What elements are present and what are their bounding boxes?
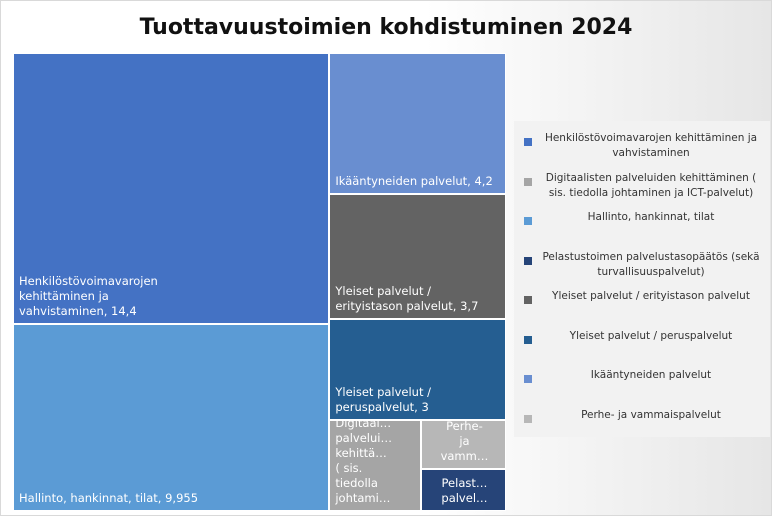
legend-item: Henkilöstövoimavarojen kehittäminen ja v… xyxy=(524,131,764,161)
tile: Hallinto, hankinnat, tilat, 9,955 xyxy=(13,323,330,511)
tile-label-line: vahvistaminen, 14,4 xyxy=(19,303,137,318)
legend-item: Yleiset palvelut / peruspalvelut xyxy=(524,329,764,344)
legend-label: Henkilöstövoimavarojen kehittäminen ja v… xyxy=(544,132,758,159)
tile-label-line: kehittäminen ja xyxy=(19,288,109,303)
tile-label: Digitaal… palvelui… kehittä…( sis. tiedolla… xyxy=(335,420,417,506)
tile-label: Pelast… palvel… xyxy=(427,476,502,506)
tile-label-line: Pelast… xyxy=(441,475,488,490)
tile-label-line: Ikääntyneiden palvelut, 4,2 xyxy=(335,174,493,189)
chart-title: Tuottavuustoimien kohdistuminen 2024 xyxy=(139,15,633,40)
tile-label-line: Yleiset palvelut / xyxy=(335,284,432,299)
plot-area: Henkilöstövoimavarojen kehittäminen ja vah… xyxy=(13,53,506,511)
tile-label-line: Digitaal… xyxy=(335,420,392,430)
tile-label: Henkilöstövoimavarojen kehittäminen ja vah… xyxy=(19,274,325,319)
tile-label-line: Perhe- xyxy=(446,420,483,434)
legend-item: Pelastustoimen palvelustasopäätös (sekä … xyxy=(524,250,764,280)
tile-label-line: vamm… xyxy=(440,449,489,464)
legend-swatch xyxy=(524,217,532,225)
legend-label: Perhe- ja vammaispalvelut xyxy=(581,408,721,421)
legend-swatch xyxy=(524,256,532,265)
tile-label-line: Henkilöstövoimavarojen xyxy=(19,273,158,288)
tile-label-line: Hallinto, hankinnat, tilat, 9,955 xyxy=(19,490,199,505)
tile-label-line: Yleiset palvelut / xyxy=(335,385,432,400)
tile-label-line: ja xyxy=(459,434,470,449)
legend-item: Ikääntyneiden palvelut xyxy=(524,368,764,383)
legend-label: Yleiset palvelut / erityistason palvelut xyxy=(552,290,750,302)
legend-swatch xyxy=(524,296,532,304)
legend-label: Ikääntyneiden palvelut xyxy=(590,369,712,381)
legend-swatch xyxy=(524,375,532,383)
legend-item: Hallinto, hankinnat, tilat xyxy=(524,210,764,225)
tile-label-line: ( sis. xyxy=(335,460,363,475)
legend: Henkilöstövoimavarojen kehittäminen ja v… xyxy=(514,121,770,437)
legend-swatch xyxy=(524,177,532,186)
tile: Digitaal… palvelui… kehittä…( sis. tiedolla… xyxy=(329,420,421,511)
tile-label: Yleiset palvelut / erityistason palvelut,… xyxy=(335,284,502,314)
legend-label: Pelastustoimen palvelustasopäätös (sekä … xyxy=(542,250,760,278)
tile: Ikääntyneiden palvelut, 4,2 xyxy=(329,53,506,195)
legend-item: Perhe- ja vammaispalvelut xyxy=(524,408,764,423)
legend-label: Yleiset palvelut / peruspalvelut xyxy=(569,329,733,342)
tile-label: Ikääntyneiden palvelut, 4,2 xyxy=(335,174,502,189)
legend-item: Yleiset palvelut / erityistason palvelut xyxy=(524,289,764,304)
tile-label-line: kehittä… xyxy=(335,445,387,460)
legend-swatch xyxy=(524,335,532,344)
legend-swatch xyxy=(524,414,532,423)
legend-label: Hallinto, hankinnat, tilat xyxy=(587,211,715,223)
tile-label-line: palvel… xyxy=(441,490,488,505)
tile-label: Yleiset palvelut / peruspalvelut, 3 xyxy=(335,385,502,415)
legend-swatch xyxy=(524,138,532,146)
tile-label: Perhe-ja vamm… xyxy=(427,420,502,464)
legend-label: Digitaalisten palveluiden kehittäminen (… xyxy=(545,171,757,199)
tile-label-line: palvelui… xyxy=(335,430,392,445)
tile-label: Hallinto, hankinnat, tilat, 9,955 xyxy=(19,491,325,506)
tile: Yleiset palvelut / peruspalvelut, 3 xyxy=(329,319,506,421)
tile-label-line: tiedolla xyxy=(335,475,378,490)
tile: Perhe-ja vamm… xyxy=(420,420,506,470)
tile-label-line: erityistason palvelut, 3,7 xyxy=(335,299,479,314)
tile-label-line: peruspalvelut, 3 xyxy=(335,400,429,415)
tile: Henkilöstövoimavarojen kehittäminen ja vah… xyxy=(13,53,330,324)
legend-item: Digitaalisten palveluiden kehittäminen (… xyxy=(524,171,764,201)
tile-label-line: johtami… xyxy=(335,490,391,505)
tile: Pelast… palvel… xyxy=(420,469,506,511)
tile: Yleiset palvelut / erityistason palvelut,… xyxy=(329,194,506,320)
